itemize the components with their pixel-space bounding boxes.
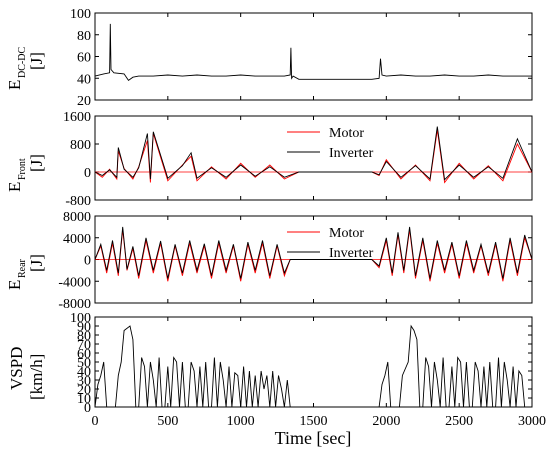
ytick-label-vspd-5: 50 bbox=[77, 356, 91, 371]
series-line-front-inverter bbox=[94, 126, 533, 181]
ytick-label-vspd-10: 100 bbox=[70, 311, 91, 326]
panel-rear-lines bbox=[94, 226, 533, 282]
ytick-label-dcdc-1: 40 bbox=[77, 72, 91, 87]
legend-rear-motor-label: Motor bbox=[329, 226, 364, 241]
ytick-label-front-1: 0 bbox=[84, 166, 91, 181]
series-line-rear-motor bbox=[94, 229, 533, 282]
ytick-label-dcdc-3: 80 bbox=[77, 29, 91, 44]
panel-dcdc-ylabel-sub: DC-DC bbox=[17, 47, 28, 78]
panel-dcdc-frame bbox=[94, 12, 533, 101]
ytick-label-front-3: 1600 bbox=[63, 110, 91, 125]
xtick-label-6: 3000 bbox=[518, 414, 546, 429]
ytick-label-vspd-8: 80 bbox=[77, 329, 91, 344]
legend-rear-inverter-label: Inverter bbox=[329, 246, 374, 261]
ytick-label-vspd-2: 20 bbox=[77, 383, 91, 398]
xtick-label-2: 1000 bbox=[227, 414, 255, 429]
panel-front-ylabel-sub: Front bbox=[17, 158, 28, 180]
x-axis-label: Time [sec] bbox=[275, 428, 352, 448]
ytick-label-rear-3: 4000 bbox=[63, 232, 91, 247]
ytick-label-dcdc-2: 60 bbox=[77, 51, 91, 66]
ytick-label-vspd-4: 40 bbox=[77, 365, 91, 380]
ytick-label-vspd-9: 90 bbox=[77, 320, 91, 335]
panel-rear: E Rear [J] -8000 -4000 0 4000 8000 Motor Inv… bbox=[5, 210, 533, 312]
panel-vspd-lines bbox=[94, 324, 532, 408]
x-axis-ticks: 0 500 1000 1500 2000 2500 3000 bbox=[92, 13, 546, 429]
ytick-label-vspd-3: 30 bbox=[77, 374, 91, 389]
panel-dcdc-ylabel-main: E bbox=[5, 80, 24, 90]
legend-front-motor-label: Motor bbox=[329, 126, 364, 141]
panel-rear-ylabel-unit: [J] bbox=[27, 254, 46, 272]
ytick-label-front-2: 800 bbox=[70, 138, 91, 153]
xtick-label-1: 500 bbox=[157, 414, 178, 429]
ytick-label-rear-1: -4000 bbox=[58, 275, 91, 290]
panel-dcdc-yticks: 20 40 60 80 100 bbox=[70, 7, 532, 109]
ytick-label-rear-4: 8000 bbox=[63, 210, 91, 225]
series-line-dcdc-0 bbox=[94, 23, 532, 82]
panel-rear-yticks: -8000 -4000 0 4000 8000 bbox=[58, 210, 532, 312]
ytick-label-dcdc-0: 20 bbox=[77, 94, 91, 109]
ytick-label-front-0: -800 bbox=[65, 194, 91, 209]
series-line-vspd-0 bbox=[94, 324, 532, 408]
panel-front-ylabel-main: E bbox=[5, 182, 24, 192]
ytick-label-rear-0: -8000 bbox=[58, 297, 91, 312]
xtick-label-3: 1500 bbox=[300, 414, 328, 429]
ytick-label-vspd-7: 70 bbox=[77, 338, 91, 353]
series-line-rear-inverter bbox=[94, 226, 533, 279]
ytick-label-rear-2: 0 bbox=[84, 254, 91, 269]
panel-vspd-ylabel-main: VSPD bbox=[7, 347, 26, 390]
xtick-label-4: 2000 bbox=[372, 414, 400, 429]
panel-rear-ylabel-sub: Rear bbox=[17, 258, 28, 278]
ytick-label-vspd-1: 10 bbox=[77, 392, 91, 407]
panel-dcdc-ylabel-unit: [J] bbox=[27, 52, 46, 70]
legend-front-inverter-label: Inverter bbox=[329, 146, 374, 161]
panel-front-yticks: -800 0 800 1600 bbox=[63, 110, 532, 209]
panel-front-lines bbox=[94, 126, 533, 184]
xtick-label-0: 0 bbox=[92, 414, 99, 429]
panel-vspd-ylabel-unit: [km/h] bbox=[27, 354, 46, 400]
panel-dcdc: E DC-DC [J] 20 40 60 80 100 bbox=[5, 7, 533, 109]
ytick-label-vspd-6: 60 bbox=[77, 347, 91, 362]
panel-front: E Front [J] -800 0 800 1600 Motor Inverter bbox=[5, 110, 533, 209]
panel-dcdc-lines bbox=[94, 23, 532, 82]
panel-rear-ylabel-main: E bbox=[5, 280, 24, 290]
ytick-label-vspd-0: 0 bbox=[84, 401, 91, 416]
panel-rear-legend: Motor Inverter bbox=[287, 226, 374, 261]
panel-front-ylabel-unit: [J] bbox=[27, 154, 46, 172]
xtick-label-5: 2500 bbox=[445, 414, 473, 429]
panel-front-legend: Motor Inverter bbox=[287, 126, 374, 161]
ytick-label-dcdc-4: 100 bbox=[70, 7, 91, 22]
